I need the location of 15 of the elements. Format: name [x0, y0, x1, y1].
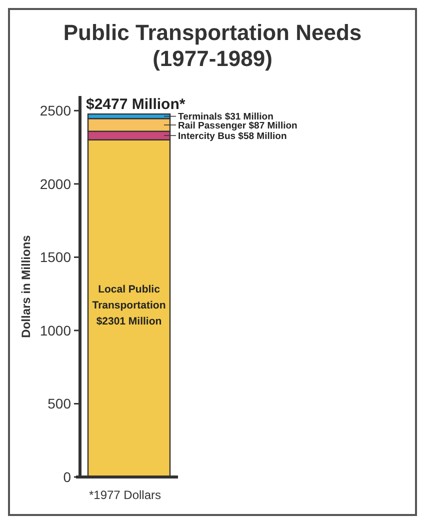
y-tick-label: 2500 — [40, 102, 72, 119]
legend-label: Terminals $31 Million — [178, 112, 274, 123]
y-tick-label: 2000 — [40, 176, 72, 192]
chart-title: Public Transportation Needs (1977-1989) — [63, 20, 362, 71]
text: *1977 Dollars — [88, 488, 162, 502]
y-tick-label: 500 — [48, 396, 72, 412]
legend-label: Intercity Bus $58 Million — [178, 130, 287, 142]
series-label: Local Public Transportation — [92, 283, 166, 312]
y-tick-label: 0 — [63, 468, 72, 485]
y-tick-label: 1500 — [40, 249, 72, 266]
data-label: $2301 Million — [96, 315, 162, 328]
y-axis-title: Dollars in Millions — [19, 234, 33, 338]
total-label: $2477 Million* — [86, 96, 186, 114]
legend-label: Rail Passenger $87 Million — [178, 120, 298, 132]
y-tick-label: 1000 — [40, 322, 72, 338]
